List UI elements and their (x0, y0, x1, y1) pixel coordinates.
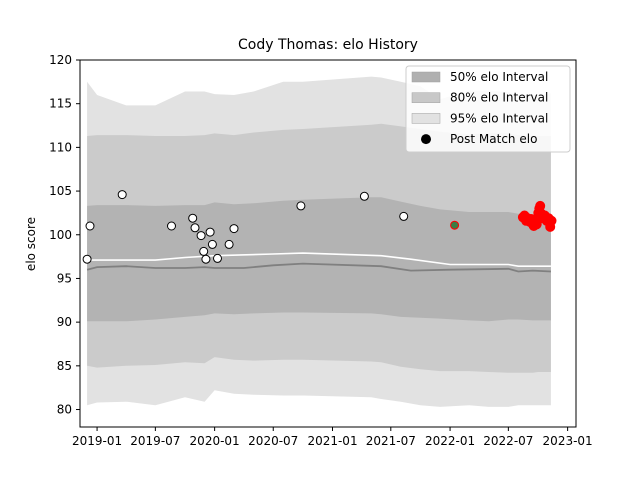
x-tick-label: 2022-07 (483, 434, 533, 448)
chart-title: Cody Thomas: elo History (238, 37, 418, 53)
y-tick-label: 100 (49, 228, 72, 242)
recent-matches-point (546, 215, 557, 226)
post-match-point (296, 201, 306, 211)
legend-swatch-3 (411, 113, 441, 124)
y-tick-label: 120 (49, 53, 72, 67)
band-50-interval (87, 197, 551, 322)
post-match-point (207, 239, 217, 249)
x-tick-label: 2019-07 (130, 434, 180, 448)
y-tick-label: 95 (57, 271, 72, 285)
post-match-point (205, 227, 215, 237)
x-tick-label: 2023-01 (543, 434, 593, 448)
y-tick-label: 85 (57, 359, 72, 373)
y-tick-label: 105 (49, 184, 72, 198)
post-match-point (167, 221, 176, 231)
x-tick-label: 2020-07 (248, 434, 298, 448)
post-match-point (190, 223, 200, 233)
x-tick-label: 2019-01 (72, 434, 122, 448)
post-match-point (199, 246, 209, 256)
plot-area (82, 76, 557, 407)
legend-label: 50% elo Interval (450, 70, 548, 84)
x-tick-label: 2021-01 (307, 434, 357, 448)
y-tick-label: 115 (49, 97, 72, 111)
post-match-point (82, 254, 92, 264)
legend-swatch-1 (411, 71, 441, 83)
legend-marker (421, 134, 431, 145)
post-match-point (359, 191, 369, 201)
x-tick-label: 2022-01 (425, 434, 475, 448)
y-axis-label: elo score (24, 217, 38, 271)
x-tick-label: 2021-07 (366, 434, 416, 448)
post-match-point (117, 190, 127, 200)
axes: 80 85 90 95 100 105 110 115 120 2019-01 2019-07 202… (49, 53, 593, 448)
post-match-point (229, 224, 239, 234)
post-match-point (85, 221, 95, 231)
post-match-point (201, 254, 211, 264)
median-elo-line (86, 262, 551, 273)
post-match-point (188, 213, 198, 223)
legend-box (405, 65, 571, 153)
post-match-point (213, 253, 222, 263)
post-match-point (196, 231, 206, 241)
post-match-point (399, 211, 409, 221)
post-match-highlight-point (450, 220, 460, 230)
y-tick-label: 90 (57, 315, 72, 329)
y-tick-label: 110 (49, 140, 72, 154)
recent-matches-point (531, 219, 542, 230)
y-tick-label: 80 (57, 403, 72, 417)
legend: 50% elo Interval 80% elo Interval 95% elo … (405, 65, 571, 153)
post-match-point (224, 239, 234, 249)
legend-label: Post Match elo (450, 132, 537, 146)
legend-label: 95% elo Interval (450, 111, 548, 125)
legend-label: 80% elo Interval (450, 91, 548, 105)
plot-frame (79, 59, 577, 428)
mean-elo-line (87, 252, 551, 268)
x-tick-label: 2020-01 (190, 434, 240, 448)
legend-swatch-2 (411, 92, 441, 103)
